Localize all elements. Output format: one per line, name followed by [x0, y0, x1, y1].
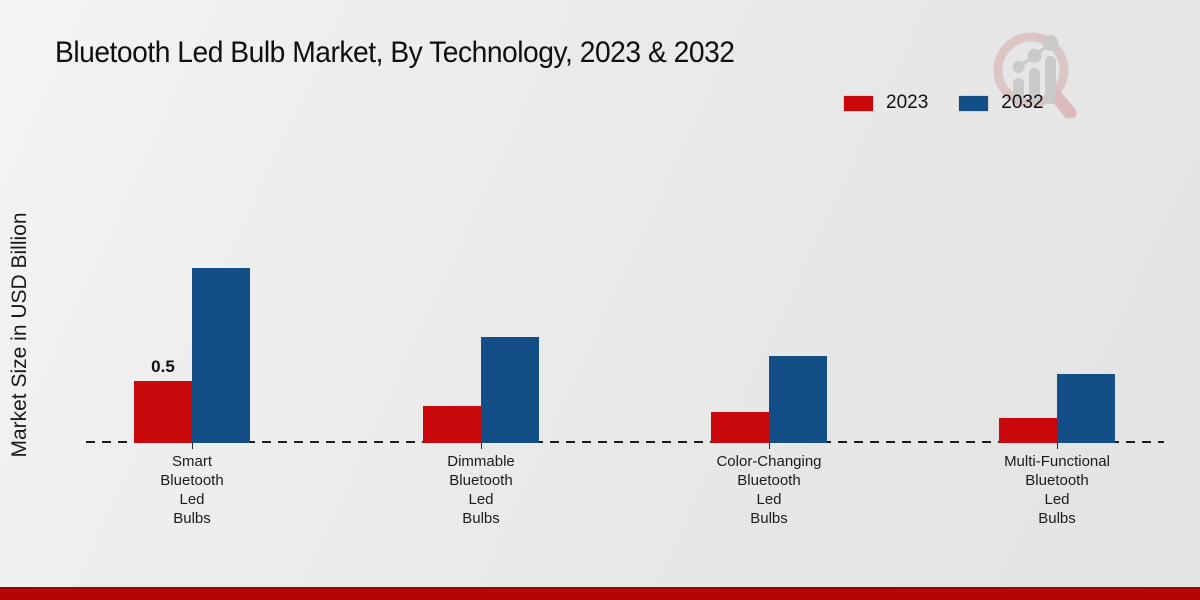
legend-swatch-2023: [843, 94, 874, 112]
bar-2032-3: [769, 355, 827, 443]
x-axis-category-label-line: Bulbs: [173, 510, 211, 527]
legend-item-2023: 2023: [843, 92, 928, 114]
footer-accent-bar: [0, 587, 1200, 600]
bar-2023-3: [711, 411, 769, 443]
x-axis-category-label-line: Bulbs: [462, 510, 500, 527]
bar-2023-4: [999, 418, 1057, 443]
bar-data-label: 0.5: [151, 356, 175, 376]
bar-2032-4: [1057, 374, 1115, 443]
legend-label-2023: 2023: [886, 92, 929, 113]
x-axis-category-label-line: Led: [468, 491, 494, 508]
x-axis-category-label-line: Bulbs: [750, 510, 788, 527]
legend-swatch-2032: [958, 94, 990, 112]
legend-label-2032: 2032: [1001, 92, 1044, 113]
x-axis-tick: [769, 443, 770, 449]
chart-title: Bluetooth Led Bulb Market, By Technology…: [55, 36, 735, 69]
x-axis-category-label-line: Led: [1044, 491, 1070, 508]
x-axis-tick: [481, 443, 482, 449]
x-axis-category-label-line: Bulbs: [1038, 510, 1076, 527]
x-axis-category-label-line: Led: [179, 491, 205, 508]
x-axis-category-label-line: Smart: [171, 453, 212, 470]
x-axis-category-label-line: Bluetooth: [160, 472, 224, 489]
x-axis-category-label: Dimmable Bluetooth Led Bulbs: [386, 452, 576, 528]
x-axis-category-label-line: Led: [756, 491, 782, 508]
x-axis-category-label-line: Bluetooth: [1025, 472, 1089, 489]
x-axis-category-label: Color-Changing Bluetooth Led Bulbs: [674, 452, 864, 528]
bar-2032-1: [192, 268, 250, 443]
legend: 2023 2032: [843, 92, 1044, 114]
bar-2023-1: [134, 380, 192, 443]
magnifier-growth-chart-logo-icon: [993, 32, 1077, 118]
x-axis-category-label-line: Bluetooth: [737, 472, 801, 489]
x-axis-category-label: Multi-Functional Bluetooth Led Bulbs: [962, 452, 1152, 528]
x-axis-category-label-line: Color-Changing: [716, 453, 822, 470]
x-axis-category-label-line: Multi-Functional: [1004, 453, 1110, 470]
x-axis-category-label: Smart Bluetooth Led Bulbs: [97, 452, 287, 528]
legend-item-2032: 2032: [958, 92, 1044, 114]
bar-2023-2: [423, 405, 481, 443]
x-axis-category-label-line: Dimmable: [447, 453, 515, 470]
x-axis-tick: [1057, 443, 1058, 449]
x-axis-line: [86, 441, 1164, 443]
x-axis-category-label-line: Bluetooth: [449, 472, 513, 489]
x-axis-tick: [192, 443, 193, 449]
bar-2032-2: [481, 336, 539, 443]
